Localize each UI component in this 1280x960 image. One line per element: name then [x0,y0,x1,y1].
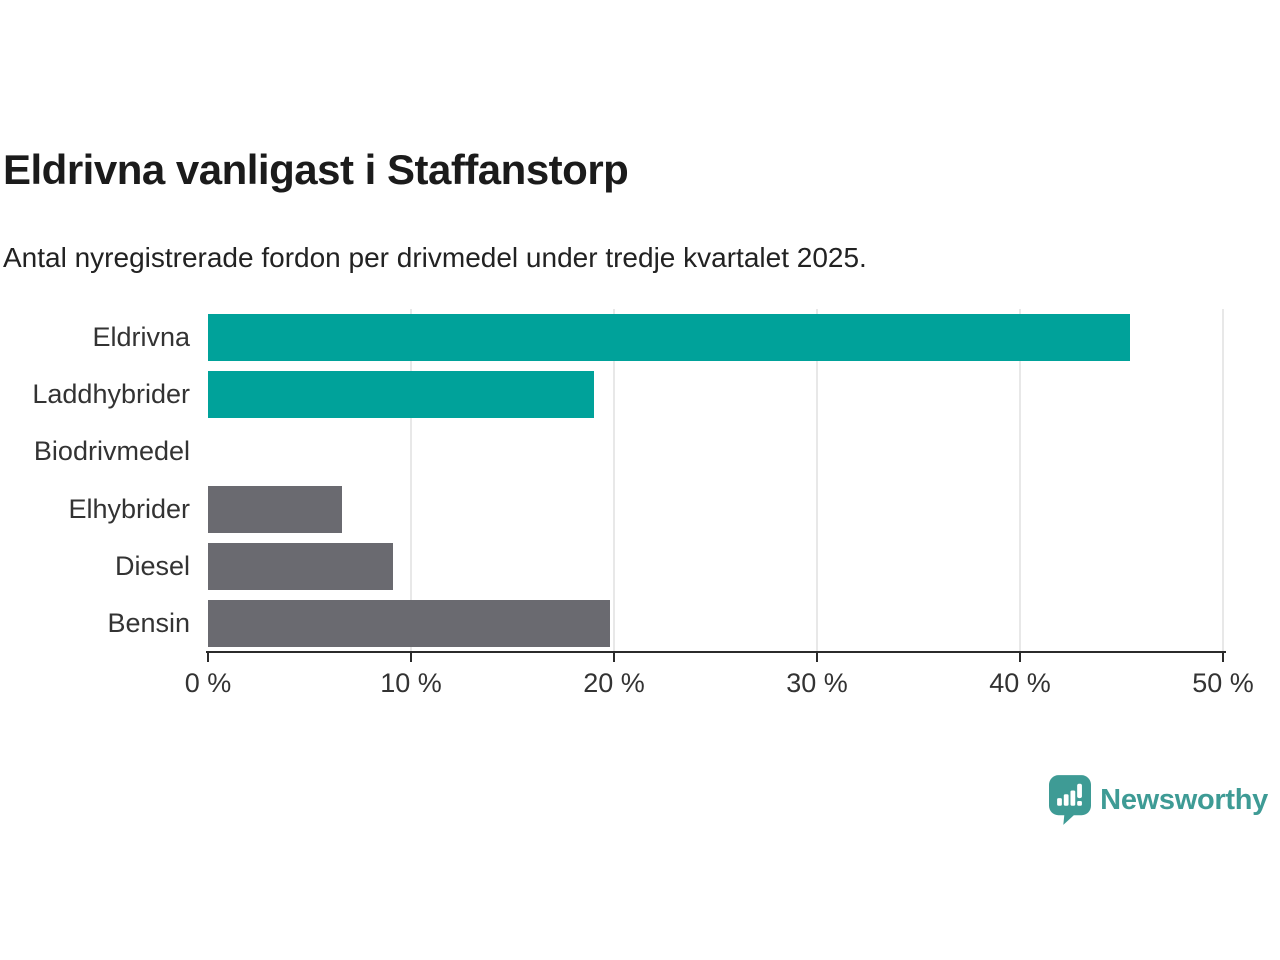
gridline-40 [1019,309,1021,652]
plot-area [208,309,1224,652]
gridline-30 [816,309,818,652]
x-tick-label-50: 50 % [1192,668,1254,698]
x-tick-label-40: 40 % [989,668,1051,698]
bar-bensin [208,599,610,647]
x-tick-50 [1222,651,1224,662]
chart-title: Eldrivna vanligast i Staffanstorp [3,146,629,193]
x-tick-0 [207,651,209,662]
brand-name: Newsworthy [1100,783,1268,816]
x-axis: 0 % 10 % 20 % 30 % 40 % 50 % [185,651,1254,701]
category-label-elhybrider: Elhybrider [68,493,190,524]
x-tick-30 [816,651,818,662]
x-tick-label-10: 10 % [380,668,442,698]
gridline-10 [410,309,412,652]
category-label-diesel: Diesel [114,550,190,581]
bar-elhybrider [208,485,342,533]
x-tick-10 [410,651,412,662]
newsworthy-logo-icon [1049,775,1092,825]
bar-eldrivna [208,314,1130,362]
y-axis-labels: Eldrivna Laddhybrider Biodrivmedel Elhybrid… [0,309,190,652]
x-axis-line [206,651,1226,653]
category-label-biodrivmedel: Biodrivmedel [33,436,190,467]
bar-laddhybrider [208,371,594,419]
category-label-bensin: Bensin [107,607,190,638]
bar-diesel [208,542,393,590]
chart-subtitle: Antal nyregistrerade fordon per drivmede… [3,242,867,273]
category-label-eldrivna: Eldrivna [92,322,190,353]
gridline-20 [613,309,615,652]
gridline-50 [1222,309,1224,652]
x-tick-label-30: 30 % [786,668,848,698]
brand-footer: Newsworthy [1049,775,1268,825]
x-tick-label-20: 20 % [583,668,645,698]
x-tick-label-0: 0 % [184,668,232,698]
x-tick-40 [1019,651,1021,662]
category-label-laddhybrider: Laddhybrider [32,379,190,410]
x-tick-20 [613,651,615,662]
